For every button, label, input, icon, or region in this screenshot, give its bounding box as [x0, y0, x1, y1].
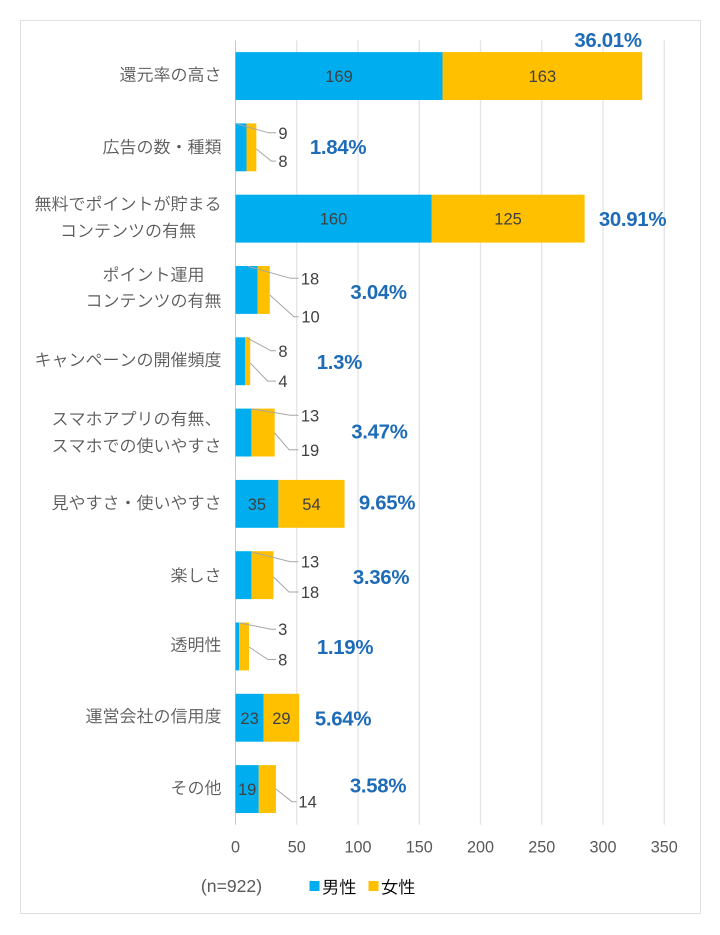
svg-text:8: 8	[278, 153, 287, 171]
svg-text:3.36%: 3.36%	[353, 567, 409, 589]
svg-text:163: 163	[529, 68, 557, 86]
svg-text:9: 9	[278, 125, 287, 143]
svg-text:19: 19	[301, 442, 319, 460]
svg-text:8: 8	[278, 652, 287, 670]
svg-text:29: 29	[272, 710, 290, 728]
svg-text:125: 125	[494, 211, 522, 229]
svg-text:1.3%: 1.3%	[317, 352, 362, 374]
svg-text:300: 300	[589, 839, 616, 857]
svg-text:160: 160	[320, 211, 348, 229]
svg-text:23: 23	[240, 710, 258, 728]
svg-text:13: 13	[301, 407, 319, 425]
svg-text:18: 18	[301, 584, 319, 602]
svg-text:3.04%: 3.04%	[350, 282, 406, 304]
svg-text:250: 250	[528, 839, 555, 857]
svg-text:100: 100	[344, 839, 371, 857]
svg-text:30.91%: 30.91%	[599, 209, 667, 231]
svg-text:169: 169	[325, 68, 353, 86]
svg-text:4: 4	[278, 373, 287, 391]
svg-text:18: 18	[301, 270, 319, 288]
svg-text:10: 10	[301, 309, 319, 327]
svg-text:3: 3	[278, 621, 287, 639]
svg-text:36.01%: 36.01%	[574, 30, 642, 52]
svg-text:3.47%: 3.47%	[351, 421, 407, 443]
svg-text:19: 19	[238, 781, 256, 799]
svg-text:13: 13	[301, 554, 319, 572]
svg-text:14: 14	[298, 794, 316, 812]
svg-text:1.84%: 1.84%	[310, 137, 366, 159]
svg-text:50: 50	[288, 839, 306, 857]
svg-text:35: 35	[248, 496, 266, 514]
svg-text:350: 350	[651, 839, 678, 857]
svg-text:5.64%: 5.64%	[315, 708, 371, 730]
svg-text:200: 200	[467, 839, 494, 857]
svg-text:150: 150	[406, 839, 433, 857]
svg-text:54: 54	[302, 496, 320, 514]
svg-text:3.58%: 3.58%	[350, 776, 406, 798]
svg-text:8: 8	[278, 343, 287, 361]
svg-text:9.65%: 9.65%	[359, 493, 415, 515]
svg-text:1.19%: 1.19%	[317, 637, 373, 659]
svg-text:(n=922): (n=922)	[201, 876, 262, 896]
svg-text:0: 0	[231, 839, 240, 857]
